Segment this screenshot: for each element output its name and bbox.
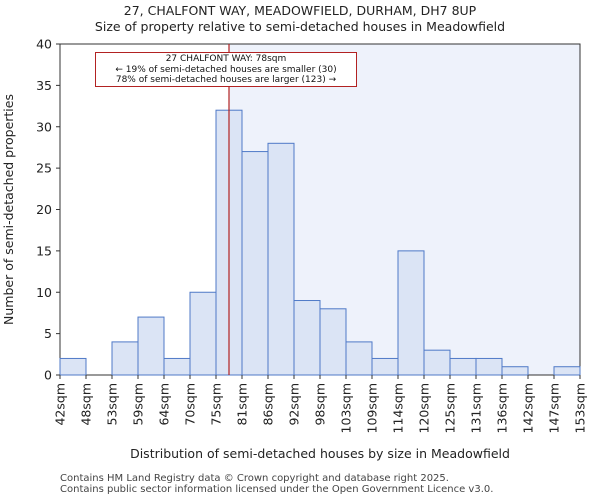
annotation-line-1: 27 CHALFONT WAY: 78sqm — [165, 54, 287, 64]
histogram-bar — [111, 341, 139, 376]
x-tick-label: 114sqm — [391, 383, 406, 433]
histogram-bar — [189, 291, 217, 376]
x-tick-label: 59sqm — [131, 383, 146, 426]
histogram-bar — [475, 357, 503, 376]
y-tick-label: 0 — [44, 368, 52, 383]
x-tick-label: 64sqm — [157, 383, 172, 426]
x-tick-label: 109sqm — [365, 383, 380, 433]
y-tick-label: 40 — [36, 37, 52, 52]
histogram-bar — [319, 308, 347, 376]
annotation-line-3: 78% of semi-detached houses are larger (… — [115, 75, 337, 85]
x-tick-label: 147sqm — [547, 383, 562, 433]
histogram-bar — [501, 366, 529, 376]
x-tick-label: 42sqm — [53, 383, 68, 426]
property-annotation-box: 27 CHALFONT WAY: 78sqm ← 19% of semi-det… — [95, 52, 357, 87]
x-tick-label: 142sqm — [521, 383, 536, 433]
x-tick-label: 153sqm — [573, 383, 588, 433]
y-tick-label: 35 — [36, 78, 52, 93]
histogram-bar — [163, 357, 191, 376]
x-tick-label: 136sqm — [495, 383, 510, 433]
y-axis-label: Number of semi-detached properties — [1, 94, 16, 325]
histogram-bar — [553, 366, 581, 376]
y-tick-label: 25 — [36, 161, 52, 176]
histogram-bar — [267, 142, 295, 376]
x-axis-label: Distribution of semi-detached houses by … — [130, 446, 510, 461]
x-tick-label: 53sqm — [105, 383, 120, 426]
x-tick-label: 120sqm — [417, 383, 432, 433]
histogram-bar — [371, 357, 399, 376]
y-tick-label: 15 — [36, 243, 52, 258]
x-tick-label: 131sqm — [469, 383, 484, 433]
histogram-bar — [345, 341, 373, 376]
x-tick-label: 86sqm — [261, 383, 276, 426]
y-tick-label: 5 — [44, 326, 52, 341]
footer-licence: Contains public sector information licen… — [60, 484, 494, 495]
footer-copyright: Contains HM Land Registry data © Crown c… — [60, 473, 449, 484]
x-tick-label: 81sqm — [235, 383, 250, 426]
histogram-bar — [293, 300, 321, 376]
histogram-bar — [241, 151, 269, 376]
y-tick-label: 30 — [36, 119, 52, 134]
x-tick-label: 70sqm — [183, 383, 198, 426]
histogram-bar — [397, 250, 425, 376]
x-tick-label: 48sqm — [79, 383, 94, 426]
x-tick-label: 75sqm — [209, 383, 224, 426]
histogram-bar — [137, 316, 165, 376]
x-tick-label: 125sqm — [443, 383, 458, 433]
annotation-line-2: ← 19% of semi-detached houses are smalle… — [115, 64, 337, 75]
histogram-bar — [449, 357, 477, 376]
x-tick-label: 103sqm — [339, 383, 354, 433]
x-tick-label: 98sqm — [313, 383, 328, 426]
y-tick-label: 10 — [36, 285, 52, 300]
chart-title: 27, CHALFONT WAY, MEADOWFIELD, DURHAM, D… — [123, 3, 477, 18]
chart-subtitle: Size of property relative to semi-detach… — [94, 19, 506, 34]
y-tick-label: 20 — [36, 202, 52, 217]
histogram-bar — [423, 349, 451, 376]
histogram-bar — [59, 357, 87, 376]
x-tick-label: 92sqm — [287, 383, 302, 426]
